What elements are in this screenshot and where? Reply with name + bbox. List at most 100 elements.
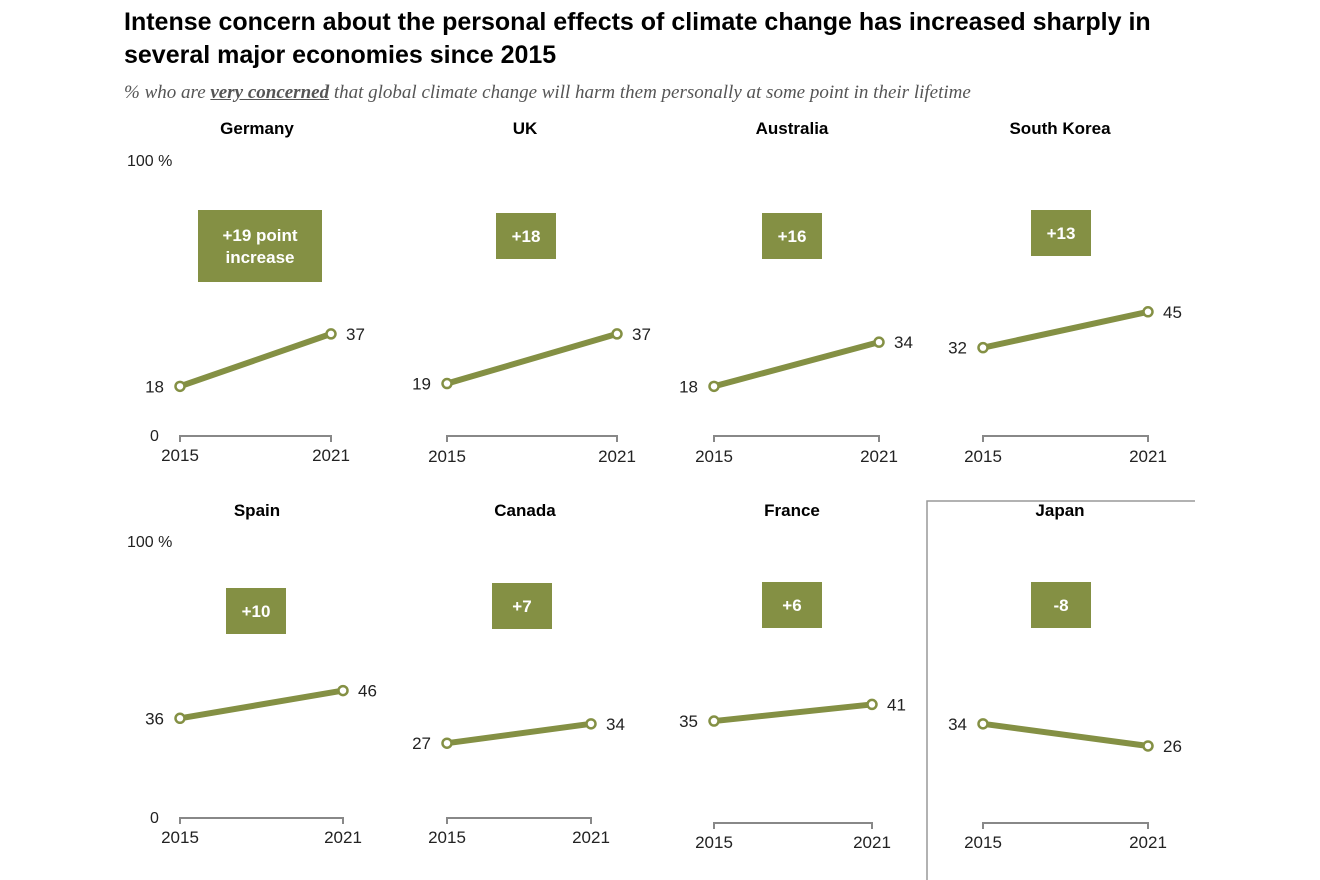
change-badge-france — [762, 582, 822, 628]
x-axis-australia — [713, 435, 880, 442]
x-tick-label: 2021 — [312, 446, 350, 465]
series-line-spain — [177, 687, 346, 722]
change-badge-spain — [226, 588, 286, 634]
change-badge-south-korea — [1031, 210, 1091, 256]
x-axis-japan — [982, 822, 1149, 829]
data-label-germany-2021: 37 — [346, 325, 365, 344]
x-tick-label: 2021 — [860, 447, 898, 466]
country-label-uk: UK — [513, 119, 538, 138]
country-label-france: France — [764, 501, 820, 520]
series-line-france — [711, 701, 875, 725]
country-label-canada: Canada — [494, 501, 556, 520]
y-axis-top-label: 100 % — [127, 153, 172, 170]
data-label-spain-2021: 46 — [358, 682, 377, 701]
data-label-uk-2021: 37 — [632, 325, 651, 344]
data-point-uk-2021 — [611, 328, 623, 340]
x-axis-france — [713, 822, 873, 829]
data-label-south-korea-2015: 32 — [948, 339, 967, 358]
data-point-spain-2021 — [337, 684, 349, 697]
country-label-south-korea: South Korea — [1009, 119, 1111, 138]
x-tick-label: 2015 — [161, 446, 199, 465]
series-line-canada — [444, 720, 594, 747]
country-label-germany: Germany — [220, 119, 294, 138]
data-point-germany-2021 — [325, 328, 337, 340]
change-badge-label-germany: +19 point — [222, 226, 297, 245]
subtitle-prefix: % who are — [124, 82, 211, 103]
x-tick-label: 2021 — [324, 828, 362, 847]
x-tick-label: 2021 — [1129, 833, 1167, 852]
data-point-france-2021 — [866, 698, 878, 711]
y-axis-bottom-label: 0 — [150, 810, 159, 827]
change-badge-label-france: +6 — [782, 596, 801, 615]
data-point-south-korea-2021 — [1142, 306, 1154, 318]
change-badge-label-australia: +16 — [778, 227, 807, 246]
data-point-france-2015 — [708, 715, 720, 727]
data-point-japan-2015 — [977, 718, 989, 730]
chart-title: Intense concern about the personal effec… — [124, 8, 1151, 69]
x-tick-label: 2021 — [598, 447, 636, 466]
series-line-germany — [177, 330, 334, 390]
data-label-south-korea-2021: 45 — [1163, 303, 1182, 322]
x-tick-label: 2015 — [161, 828, 199, 847]
country-label-japan: Japan — [1035, 501, 1084, 520]
series-line-japan — [980, 720, 1151, 749]
data-point-uk-2015 — [441, 377, 453, 390]
data-label-australia-2015: 18 — [679, 377, 698, 396]
y-axis-top-label: 100 % — [127, 534, 172, 551]
change-badge-label-canada: +7 — [512, 597, 531, 616]
data-label-japan-2015: 34 — [948, 715, 967, 734]
x-tick-label: 2015 — [964, 447, 1002, 466]
change-badge-uk — [496, 213, 556, 259]
data-point-canada-2015 — [441, 737, 453, 749]
data-label-australia-2021: 34 — [894, 333, 913, 352]
chart-subtitle: % who are very concerned that global cli… — [124, 82, 1224, 104]
x-axis-spain — [179, 817, 344, 824]
data-label-canada-2015: 27 — [412, 734, 431, 753]
x-axis-south-korea — [982, 435, 1149, 442]
x-axis-germany — [179, 435, 332, 442]
x-tick-label: 2021 — [853, 833, 891, 852]
series-line-south-korea — [980, 308, 1151, 351]
highlight-frame — [926, 500, 1195, 880]
data-label-spain-2015: 36 — [145, 709, 164, 728]
change-badge-germany — [198, 210, 322, 282]
y-axis-bottom-label: 0 — [150, 428, 159, 445]
data-point-australia-2015 — [708, 380, 720, 393]
x-tick-label: 2021 — [572, 828, 610, 847]
subtitle-suffix: that global climate change will harm the… — [329, 82, 971, 103]
data-label-france-2015: 35 — [679, 712, 698, 731]
change-badge-japan — [1031, 582, 1091, 628]
x-tick-label: 2021 — [1129, 447, 1167, 466]
series-line-uk — [444, 330, 620, 387]
x-tick-label: 2015 — [695, 447, 733, 466]
data-point-japan-2021 — [1142, 740, 1154, 752]
change-badge-canada — [492, 583, 552, 629]
data-point-south-korea-2015 — [977, 341, 989, 354]
data-label-germany-2015: 18 — [145, 377, 164, 396]
country-label-spain: Spain — [234, 501, 280, 520]
x-axis-uk — [446, 435, 618, 442]
data-label-canada-2021: 34 — [606, 715, 625, 734]
x-tick-label: 2015 — [964, 833, 1002, 852]
x-tick-label: 2015 — [695, 833, 733, 852]
x-axis-canada — [446, 817, 592, 824]
data-label-france-2021: 41 — [887, 695, 906, 714]
change-badge-label-germany: increase — [226, 248, 295, 267]
data-point-canada-2021 — [585, 718, 597, 730]
data-point-germany-2015 — [174, 380, 186, 393]
data-label-japan-2021: 26 — [1163, 737, 1182, 756]
data-point-spain-2015 — [174, 712, 186, 725]
country-label-australia: Australia — [756, 119, 829, 138]
x-tick-label: 2015 — [428, 828, 466, 847]
series-line-australia — [711, 339, 882, 390]
change-badge-label-spain: +10 — [242, 602, 271, 621]
change-badge-label-japan: -8 — [1053, 596, 1068, 615]
change-badge-label-uk: +18 — [512, 227, 541, 246]
data-point-australia-2021 — [873, 336, 885, 348]
change-badge-label-south-korea: +13 — [1047, 224, 1076, 243]
data-label-uk-2015: 19 — [412, 375, 431, 394]
change-badge-australia — [762, 213, 822, 259]
subtitle-emphasis: very concerned — [210, 82, 330, 103]
x-tick-label: 2015 — [428, 447, 466, 466]
